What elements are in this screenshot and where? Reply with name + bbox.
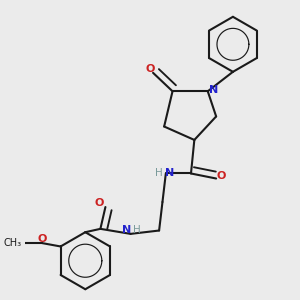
Text: N: N <box>122 225 131 235</box>
Text: O: O <box>145 64 154 74</box>
Text: H: H <box>134 225 141 235</box>
Text: N: N <box>209 85 218 94</box>
Text: H: H <box>155 168 163 178</box>
Text: O: O <box>38 234 47 244</box>
Text: O: O <box>217 171 226 181</box>
Text: CH₃: CH₃ <box>4 238 22 248</box>
Text: N: N <box>164 168 174 178</box>
Text: O: O <box>94 198 104 208</box>
